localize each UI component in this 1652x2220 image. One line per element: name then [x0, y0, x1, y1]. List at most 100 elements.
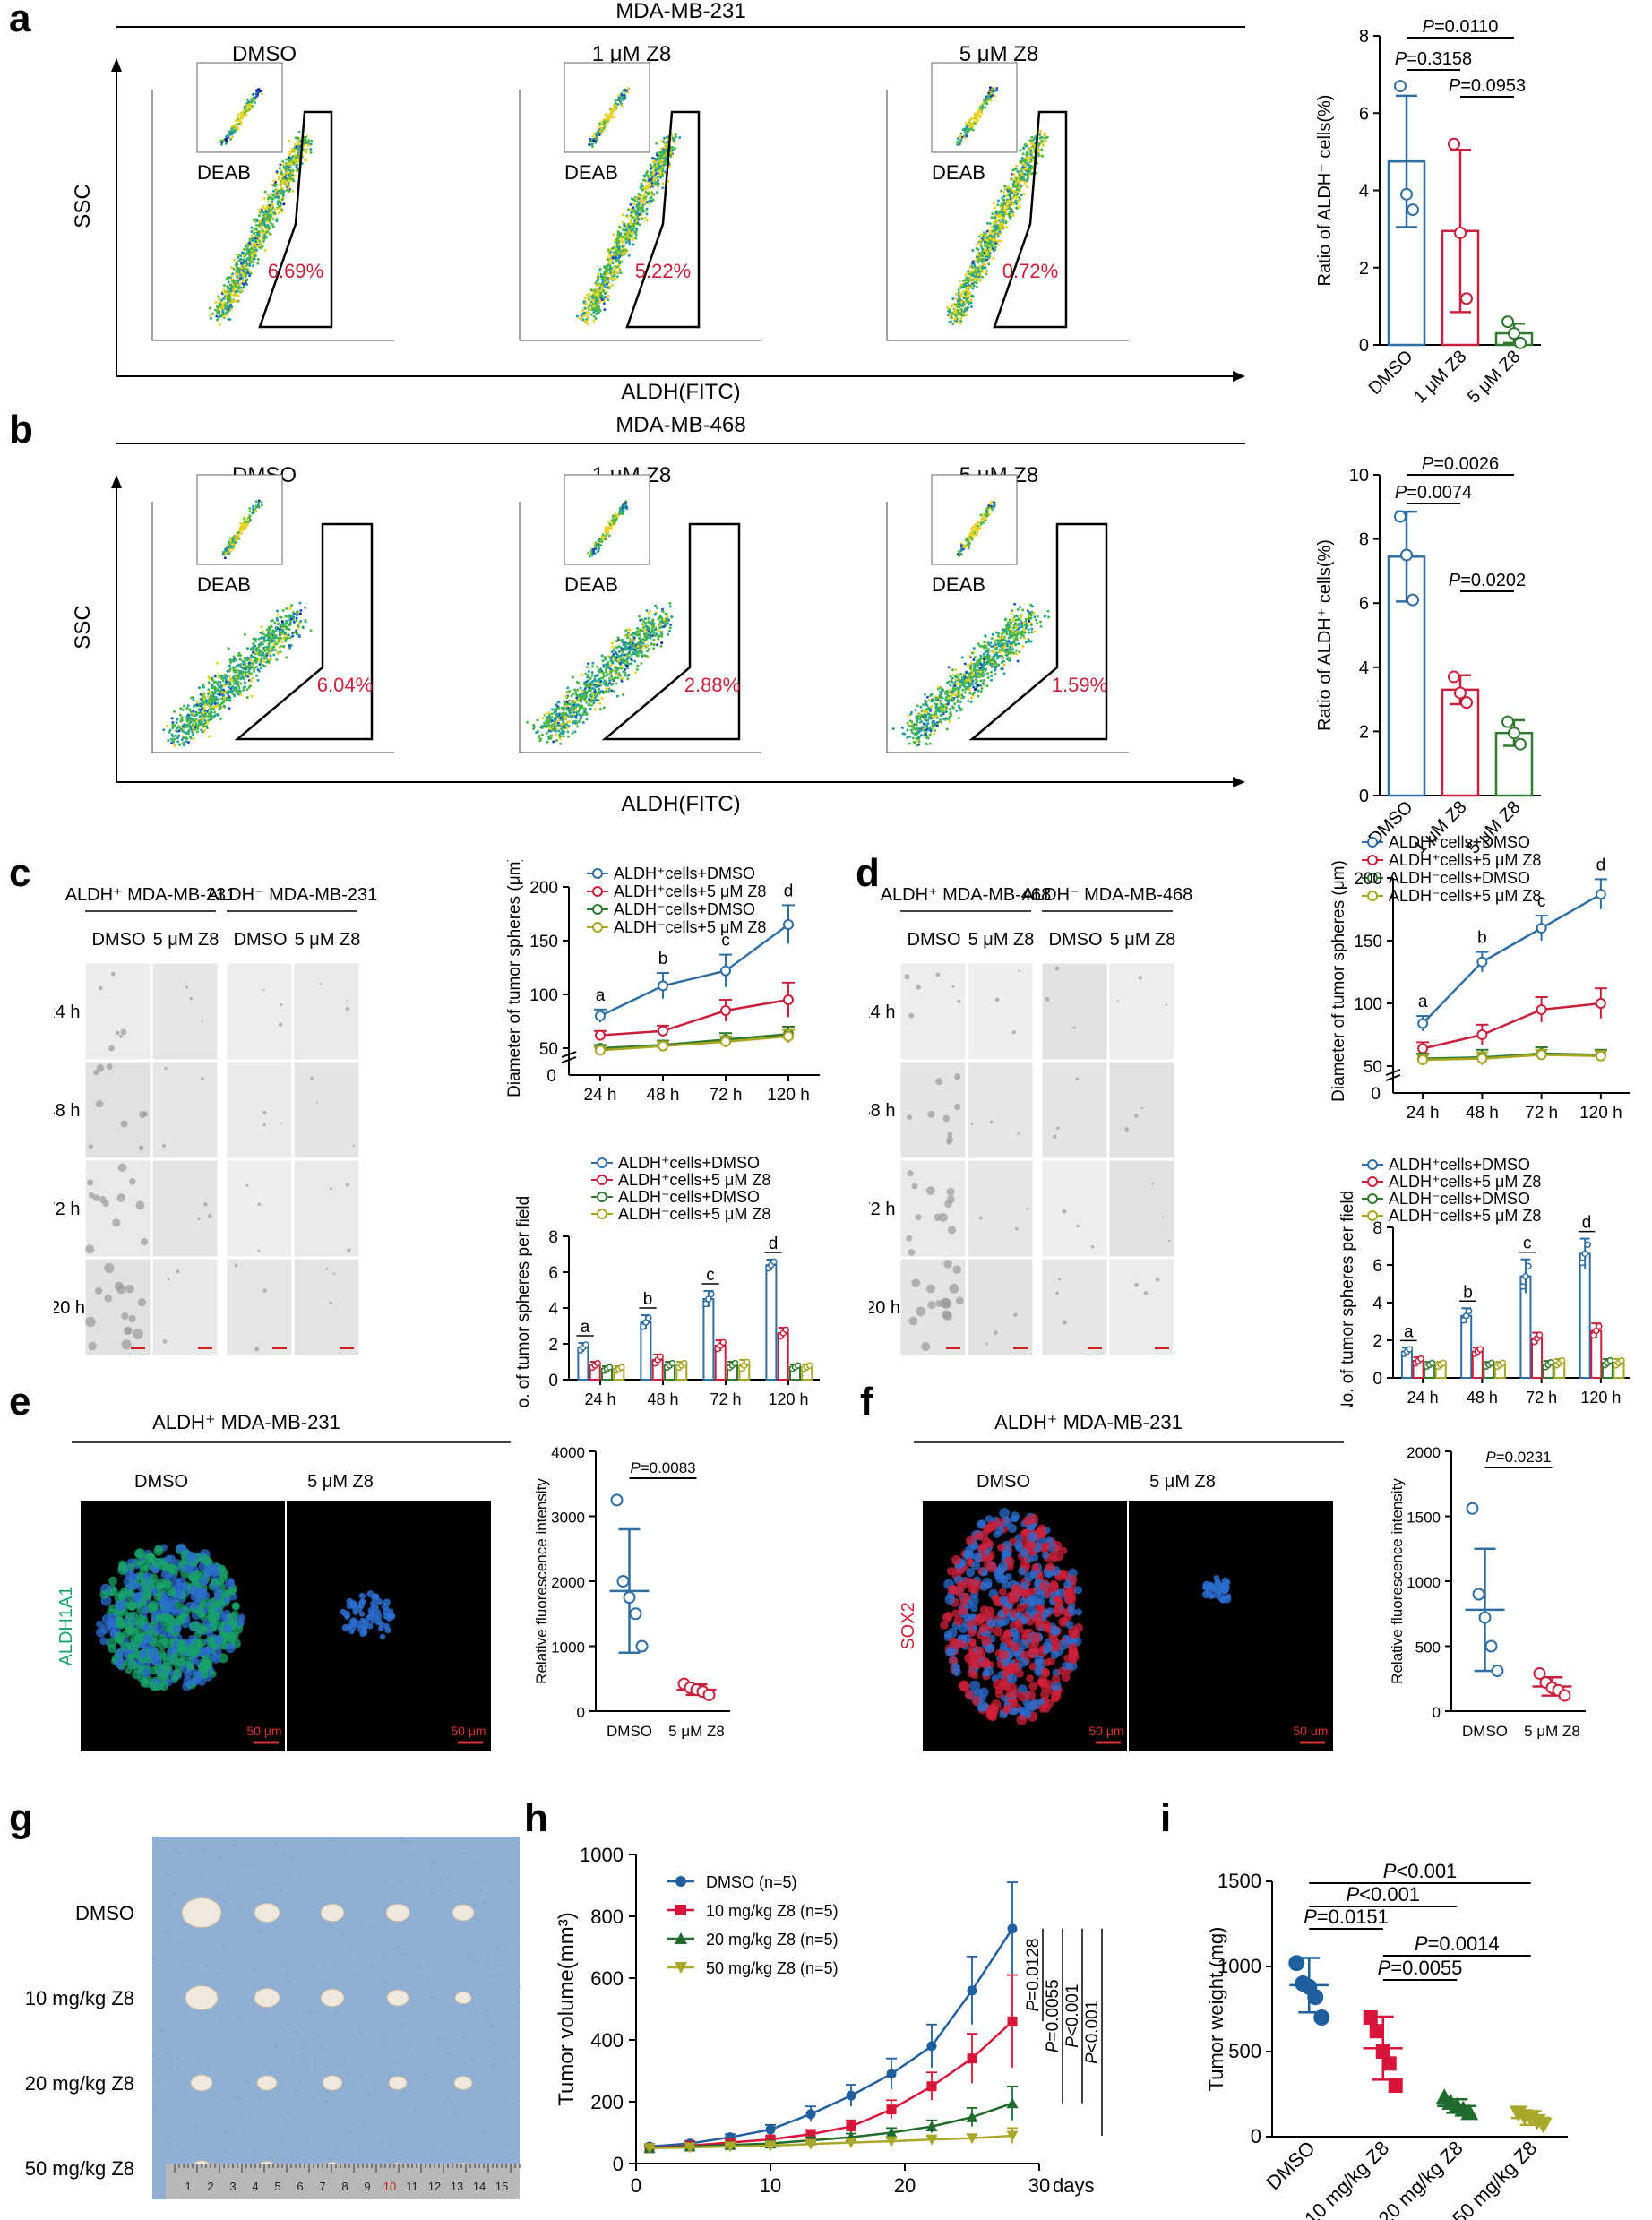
flow-event: [977, 273, 980, 277]
flow-event: [964, 313, 968, 316]
flow-event: [227, 280, 230, 284]
inset-dot: [973, 117, 977, 121]
flow-event: [230, 278, 234, 281]
flow-event: [597, 698, 600, 701]
flow-event: [183, 730, 186, 734]
flow-event: [262, 216, 266, 219]
flow-event: [271, 635, 275, 639]
inset-dot: [620, 104, 624, 108]
flow-event: [646, 185, 650, 189]
flow-event: [606, 272, 609, 276]
flow-event: [1037, 149, 1041, 152]
flow-event: [637, 194, 641, 198]
flow-event: [232, 267, 236, 271]
flow-event: [211, 705, 215, 709]
flow-event: [291, 168, 295, 172]
flow-event: [281, 177, 285, 181]
flow-event: [637, 192, 641, 195]
flow-event: [955, 297, 959, 301]
flow-event: [624, 251, 627, 254]
flow-event: [228, 658, 232, 662]
flow-event: [959, 322, 962, 325]
flow-event: [607, 253, 611, 256]
flow-event: [246, 271, 250, 275]
flow-event: [219, 684, 223, 688]
flow-event: [658, 157, 661, 160]
flow-event: [603, 656, 607, 659]
flow-event: [257, 652, 261, 656]
flow-event: [953, 308, 957, 312]
flow-event: [955, 292, 959, 296]
flow-event: [250, 234, 254, 237]
flow-event: [994, 211, 998, 215]
flow-event: [598, 692, 601, 695]
flow-event: [257, 658, 261, 661]
flow-event: [594, 302, 598, 305]
flow-event: [1002, 203, 1005, 207]
flow-event: [1027, 168, 1030, 171]
flow-event: [624, 232, 627, 236]
flow-event: [291, 634, 295, 638]
flow-event: [651, 198, 655, 202]
flow-event: [587, 311, 590, 314]
flow-event: [269, 654, 272, 658]
inset-dot: [989, 99, 993, 102]
flow-event: [613, 253, 616, 256]
inset-dot: [616, 103, 620, 106]
flow-event: [983, 263, 986, 267]
flow-event: [294, 136, 297, 140]
flow-event: [222, 288, 226, 292]
flow-event: [1038, 136, 1042, 140]
flow-event: [625, 228, 629, 232]
flow-event: [288, 619, 292, 623]
inset-dot: [248, 514, 252, 518]
flow-event: [647, 200, 650, 203]
panel-letter-f: f: [860, 1380, 873, 1424]
flow-event: [245, 262, 249, 266]
flow-event: [626, 208, 630, 211]
inset-dot: [241, 529, 245, 531]
flow-event: [245, 268, 249, 271]
flow-event: [599, 282, 603, 286]
flow-event: [631, 238, 634, 242]
inset-dot: [597, 539, 600, 543]
flow-event: [632, 243, 635, 246]
flow-event: [606, 276, 609, 280]
flow-event: [175, 729, 178, 733]
flow-event: [603, 265, 607, 269]
flow-event: [218, 304, 221, 307]
xlabel-a: ALDH(FITC): [621, 380, 740, 403]
flow-event: [592, 309, 596, 313]
flow-event: [595, 288, 598, 291]
flow-event: [658, 151, 661, 154]
flow-event: [287, 181, 290, 185]
inset-dot: [981, 105, 985, 108]
flow-event: [213, 685, 217, 689]
flow-event: [201, 708, 204, 711]
flow-event: [979, 245, 983, 248]
flow-event: [230, 285, 234, 288]
flow-event: [221, 309, 225, 313]
flow-event: [221, 312, 225, 315]
flow-event: [645, 170, 649, 174]
inset-dot: [990, 90, 994, 94]
flow-event: [297, 159, 300, 162]
flow-event: [608, 247, 612, 251]
flow-event: [966, 279, 969, 282]
flow-event: [652, 647, 656, 650]
flow-event: [619, 271, 623, 275]
flow-event: [271, 202, 275, 206]
flow-event: [978, 264, 982, 268]
flow-event: [663, 143, 667, 147]
flow-event: [244, 263, 247, 267]
inset-dot: [610, 528, 613, 530]
flow-event: [222, 314, 226, 318]
flow-event: [1027, 156, 1030, 159]
flow-event: [216, 703, 219, 707]
flow-event: [957, 288, 960, 292]
inset-dot: [612, 116, 615, 119]
flow-event: [237, 269, 241, 272]
flow-event: [270, 625, 273, 629]
flow-event: [959, 309, 962, 313]
flow-event: [234, 686, 237, 690]
